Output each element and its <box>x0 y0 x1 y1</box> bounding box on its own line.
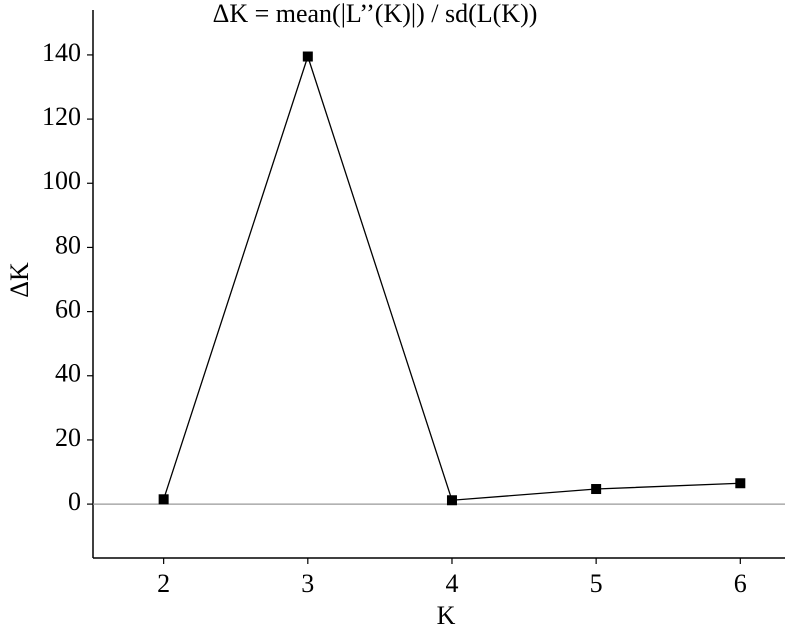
y-tick-label: 20 <box>55 423 81 452</box>
x-tick-label: 5 <box>590 569 603 598</box>
x-tick-label: 6 <box>734 569 747 598</box>
y-tick-label: 140 <box>42 38 81 67</box>
x-tick-label: 4 <box>445 569 458 598</box>
y-tick-label: 0 <box>68 487 81 516</box>
y-tick-label: 60 <box>55 295 81 324</box>
point-marker <box>735 478 746 489</box>
chart-title: ΔK = mean(|L’’(K)|) / sd(L(K)) <box>213 0 538 28</box>
point-marker <box>591 484 602 495</box>
point-marker <box>446 495 457 506</box>
y-axis-label: ΔK <box>5 262 34 298</box>
y-tick-label: 120 <box>42 102 81 131</box>
series-line <box>163 54 741 501</box>
point-marker <box>302 51 313 62</box>
y-tick-label: 40 <box>55 359 81 388</box>
point-marker <box>158 494 169 505</box>
x-tick-label: 3 <box>301 569 314 598</box>
x-axis-label: K <box>437 601 456 630</box>
y-tick-label: 80 <box>55 230 81 259</box>
x-tick-label: 2 <box>157 569 170 598</box>
y-tick-label: 100 <box>42 166 81 195</box>
